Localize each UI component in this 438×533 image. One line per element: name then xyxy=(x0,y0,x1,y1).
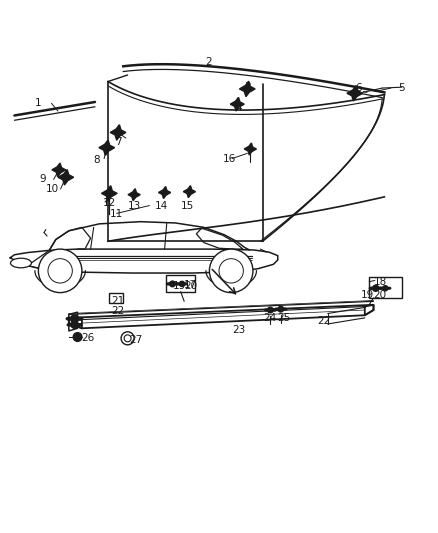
Circle shape xyxy=(268,307,273,313)
Text: 23: 23 xyxy=(232,325,245,335)
Ellipse shape xyxy=(272,309,276,311)
Text: 10: 10 xyxy=(46,184,59,194)
Ellipse shape xyxy=(177,283,180,285)
Ellipse shape xyxy=(67,324,72,326)
Ellipse shape xyxy=(66,317,72,320)
Ellipse shape xyxy=(275,308,279,310)
Polygon shape xyxy=(58,169,74,185)
FancyBboxPatch shape xyxy=(369,277,402,298)
Circle shape xyxy=(219,259,244,283)
Text: 18: 18 xyxy=(374,277,387,287)
Text: 22: 22 xyxy=(317,316,330,326)
Ellipse shape xyxy=(11,258,32,268)
Circle shape xyxy=(39,249,82,293)
Ellipse shape xyxy=(174,283,178,285)
Text: 15: 15 xyxy=(181,201,194,212)
Ellipse shape xyxy=(77,324,82,326)
Text: 1: 1 xyxy=(35,98,42,108)
Ellipse shape xyxy=(369,287,374,289)
Polygon shape xyxy=(240,81,255,96)
Circle shape xyxy=(180,281,185,287)
Ellipse shape xyxy=(184,283,187,285)
Circle shape xyxy=(71,315,78,322)
Circle shape xyxy=(373,285,379,292)
Text: 24: 24 xyxy=(264,313,277,323)
Text: 8: 8 xyxy=(93,155,99,165)
Circle shape xyxy=(71,321,78,328)
FancyBboxPatch shape xyxy=(110,293,123,303)
Text: 17: 17 xyxy=(184,280,198,290)
Text: 22: 22 xyxy=(111,306,125,316)
Ellipse shape xyxy=(265,309,268,311)
Polygon shape xyxy=(244,143,256,155)
Polygon shape xyxy=(230,98,244,111)
Text: 12: 12 xyxy=(102,198,116,208)
Text: 20: 20 xyxy=(374,290,387,300)
Circle shape xyxy=(170,281,175,287)
Circle shape xyxy=(124,335,131,342)
Text: 2: 2 xyxy=(205,57,212,67)
Circle shape xyxy=(73,333,82,341)
Polygon shape xyxy=(159,187,171,198)
Text: 11: 11 xyxy=(110,209,124,219)
Text: 27: 27 xyxy=(129,335,142,345)
Text: 19: 19 xyxy=(172,281,186,291)
Text: 6: 6 xyxy=(355,83,362,93)
Ellipse shape xyxy=(380,287,383,289)
Polygon shape xyxy=(110,125,126,140)
Ellipse shape xyxy=(166,283,170,285)
Text: 13: 13 xyxy=(127,200,141,211)
Ellipse shape xyxy=(378,287,382,289)
Text: 16: 16 xyxy=(223,154,237,164)
Ellipse shape xyxy=(387,287,391,289)
Polygon shape xyxy=(52,163,66,177)
Ellipse shape xyxy=(283,308,287,310)
Text: 14: 14 xyxy=(155,201,168,212)
Circle shape xyxy=(278,306,284,312)
FancyBboxPatch shape xyxy=(166,275,195,292)
Polygon shape xyxy=(99,140,115,156)
Polygon shape xyxy=(347,86,363,101)
Text: 3: 3 xyxy=(244,82,251,92)
Circle shape xyxy=(209,249,253,293)
Text: 9: 9 xyxy=(39,174,46,184)
Text: 19: 19 xyxy=(360,290,374,300)
Circle shape xyxy=(383,286,388,291)
Text: 4: 4 xyxy=(235,103,242,112)
Text: 20: 20 xyxy=(184,281,197,291)
Polygon shape xyxy=(184,185,195,198)
Ellipse shape xyxy=(77,317,83,320)
Polygon shape xyxy=(102,185,117,201)
Circle shape xyxy=(48,259,72,283)
Text: 21: 21 xyxy=(111,296,125,306)
Polygon shape xyxy=(128,189,140,201)
Text: 25: 25 xyxy=(277,313,290,323)
Text: 26: 26 xyxy=(81,333,94,343)
Text: 7: 7 xyxy=(115,138,121,148)
Text: 5: 5 xyxy=(399,83,405,93)
Circle shape xyxy=(121,332,134,345)
